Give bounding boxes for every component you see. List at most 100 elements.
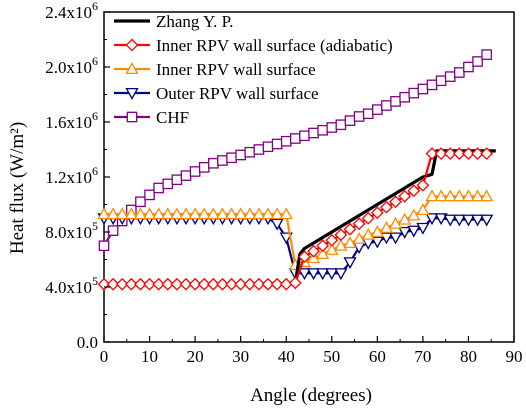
series-4-point	[334, 268, 348, 281]
legend-label: Outer RPV wall surface	[156, 84, 319, 103]
series-3-point	[316, 247, 330, 260]
series-5-point	[226, 152, 237, 164]
legend-marker	[125, 87, 139, 100]
series-2-point	[452, 147, 466, 161]
series-3-point	[106, 207, 120, 220]
series-2-point	[316, 239, 330, 253]
series-3-point	[279, 207, 293, 220]
y-tick-label: 0.0	[77, 333, 98, 352]
series-5-point	[408, 87, 420, 99]
series-4-point	[306, 268, 321, 281]
series-3-point	[434, 189, 448, 202]
series-5-point	[481, 49, 492, 60]
series-3-point	[133, 207, 148, 220]
series-2-point	[298, 250, 311, 264]
series-5-point	[417, 83, 429, 95]
series-2-point	[152, 277, 166, 291]
series-3-point	[179, 207, 193, 220]
series-2-point	[334, 228, 348, 242]
series-4-point	[452, 214, 466, 227]
series-5-point	[444, 71, 456, 82]
series-3-point	[398, 212, 412, 225]
series-4-point	[398, 226, 412, 239]
series-2-point	[370, 206, 384, 220]
series-3-point	[188, 207, 202, 220]
series-2-point	[279, 277, 293, 291]
series-3-point	[142, 207, 157, 220]
series-5-point	[244, 146, 256, 158]
x-tick-label: 70	[414, 347, 431, 366]
series-5-point	[235, 149, 246, 161]
series-5-point	[399, 91, 410, 103]
series-3-point	[461, 189, 476, 202]
series-5-point	[162, 178, 174, 190]
series-5-point	[390, 96, 401, 107]
series-3-point	[443, 189, 457, 202]
series-2-point	[352, 217, 366, 231]
series-3-point	[370, 225, 384, 238]
y-tick-label: 1.6x106	[45, 109, 98, 132]
series-4-point	[461, 214, 476, 227]
x-tick-label: 50	[323, 347, 340, 366]
series-2-point	[480, 147, 494, 161]
series-5-point	[180, 170, 192, 181]
series-2-point	[115, 277, 129, 291]
series-4-point	[480, 214, 494, 227]
series-5-point	[217, 155, 228, 166]
legend-label: Inner RPV wall surface	[156, 60, 316, 79]
series-3-point	[197, 207, 211, 220]
legend-marker	[125, 62, 139, 75]
series-2-point	[398, 189, 412, 203]
legend-item-5: CHF	[114, 108, 189, 127]
legend-item-3: Inner RPV wall surface	[114, 60, 316, 79]
series-5-point	[372, 104, 383, 115]
series-2-point	[216, 277, 229, 291]
series-3-point	[452, 189, 466, 202]
series-5-point	[280, 135, 292, 147]
series-5-point	[98, 240, 110, 252]
series-4-point	[379, 232, 394, 245]
series-2-point	[170, 277, 184, 291]
series-3-point	[97, 207, 111, 220]
series-2-point	[462, 147, 475, 161]
series-4-point	[443, 214, 457, 227]
series-3-point	[261, 207, 275, 220]
x-tick-label: 20	[187, 347, 204, 366]
series-4-point	[425, 213, 439, 226]
x-tick-label: 40	[278, 347, 295, 366]
series-5-point	[262, 141, 274, 153]
series-4-point	[470, 214, 485, 227]
series-4-point	[325, 268, 339, 281]
series-2-point	[325, 233, 339, 247]
series-3-point	[416, 203, 430, 216]
series-3-point	[352, 232, 366, 244]
series-3-line	[104, 195, 487, 267]
series-3-point	[343, 236, 357, 249]
y-axis-title: Heat flux (W/m²)	[7, 122, 28, 254]
series-2-point	[270, 277, 284, 291]
x-axis: 0 10 20 30 40 50 60 70 80 90	[100, 336, 523, 366]
series-2-point	[188, 277, 202, 291]
legend-item-2: Inner RPV wall surface (adiabatic)	[114, 36, 393, 55]
y-axis: 0.0 4.0x105 8.0x105 1.2x106 1.6x106 2.0x106 2.…	[45, 0, 110, 352]
series-5-point	[454, 67, 465, 78]
series-4-point	[316, 268, 330, 281]
series-3-point	[124, 207, 138, 220]
series-2-point	[134, 277, 147, 291]
series-2	[97, 147, 494, 291]
series-2-point	[380, 200, 393, 214]
series-5-point	[153, 182, 164, 194]
series-2-point	[225, 277, 238, 291]
series-5-point	[326, 122, 338, 133]
series-2-point	[288, 276, 302, 290]
series-5-point	[253, 144, 265, 155]
series-2-point	[161, 277, 175, 291]
series-5-point	[135, 196, 146, 208]
legend-label: Zhang Y. P.	[156, 12, 233, 31]
series-5-point	[208, 157, 219, 169]
series-5-point	[198, 162, 210, 173]
series-5-point	[426, 79, 438, 91]
series-4-point	[297, 268, 312, 281]
series-5-point	[290, 133, 301, 144]
legend-marker	[126, 111, 138, 123]
